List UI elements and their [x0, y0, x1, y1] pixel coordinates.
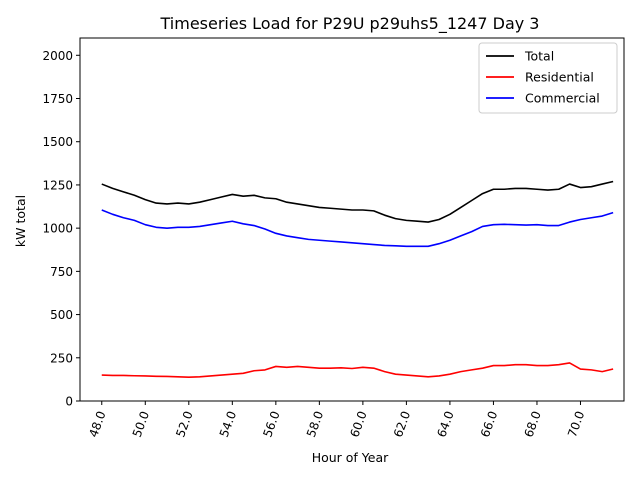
y-tick-label: 1750 [42, 92, 73, 106]
y-tick-label: 1250 [42, 178, 73, 192]
x-axis-label: Hour of Year [312, 450, 389, 465]
series-line-residential [101, 362, 614, 378]
y-tick-label: 1500 [42, 135, 73, 149]
y-tick-label: 2000 [42, 49, 73, 63]
legend-label-commercial: Commercial [525, 91, 600, 106]
chart-title: Timeseries Load for P29U p29uhs5_1247 Da… [160, 14, 540, 34]
y-tick-label: 0 [65, 395, 73, 409]
legend: Total Residential Commercial [478, 42, 618, 114]
series-line-total [101, 180, 614, 223]
y-axis-label: kW total [13, 195, 28, 247]
y-tick-label: 750 [50, 265, 73, 279]
y-tick-label: 500 [50, 308, 73, 322]
series-line-commercial [101, 209, 614, 248]
y-tick-label: 1000 [42, 222, 73, 236]
legend-label-residential: Residential [525, 70, 594, 85]
legend-box [478, 42, 618, 114]
y-tick-label: 250 [50, 351, 73, 365]
plot-frame [79, 37, 625, 402]
legend-label-total: Total [524, 49, 554, 64]
